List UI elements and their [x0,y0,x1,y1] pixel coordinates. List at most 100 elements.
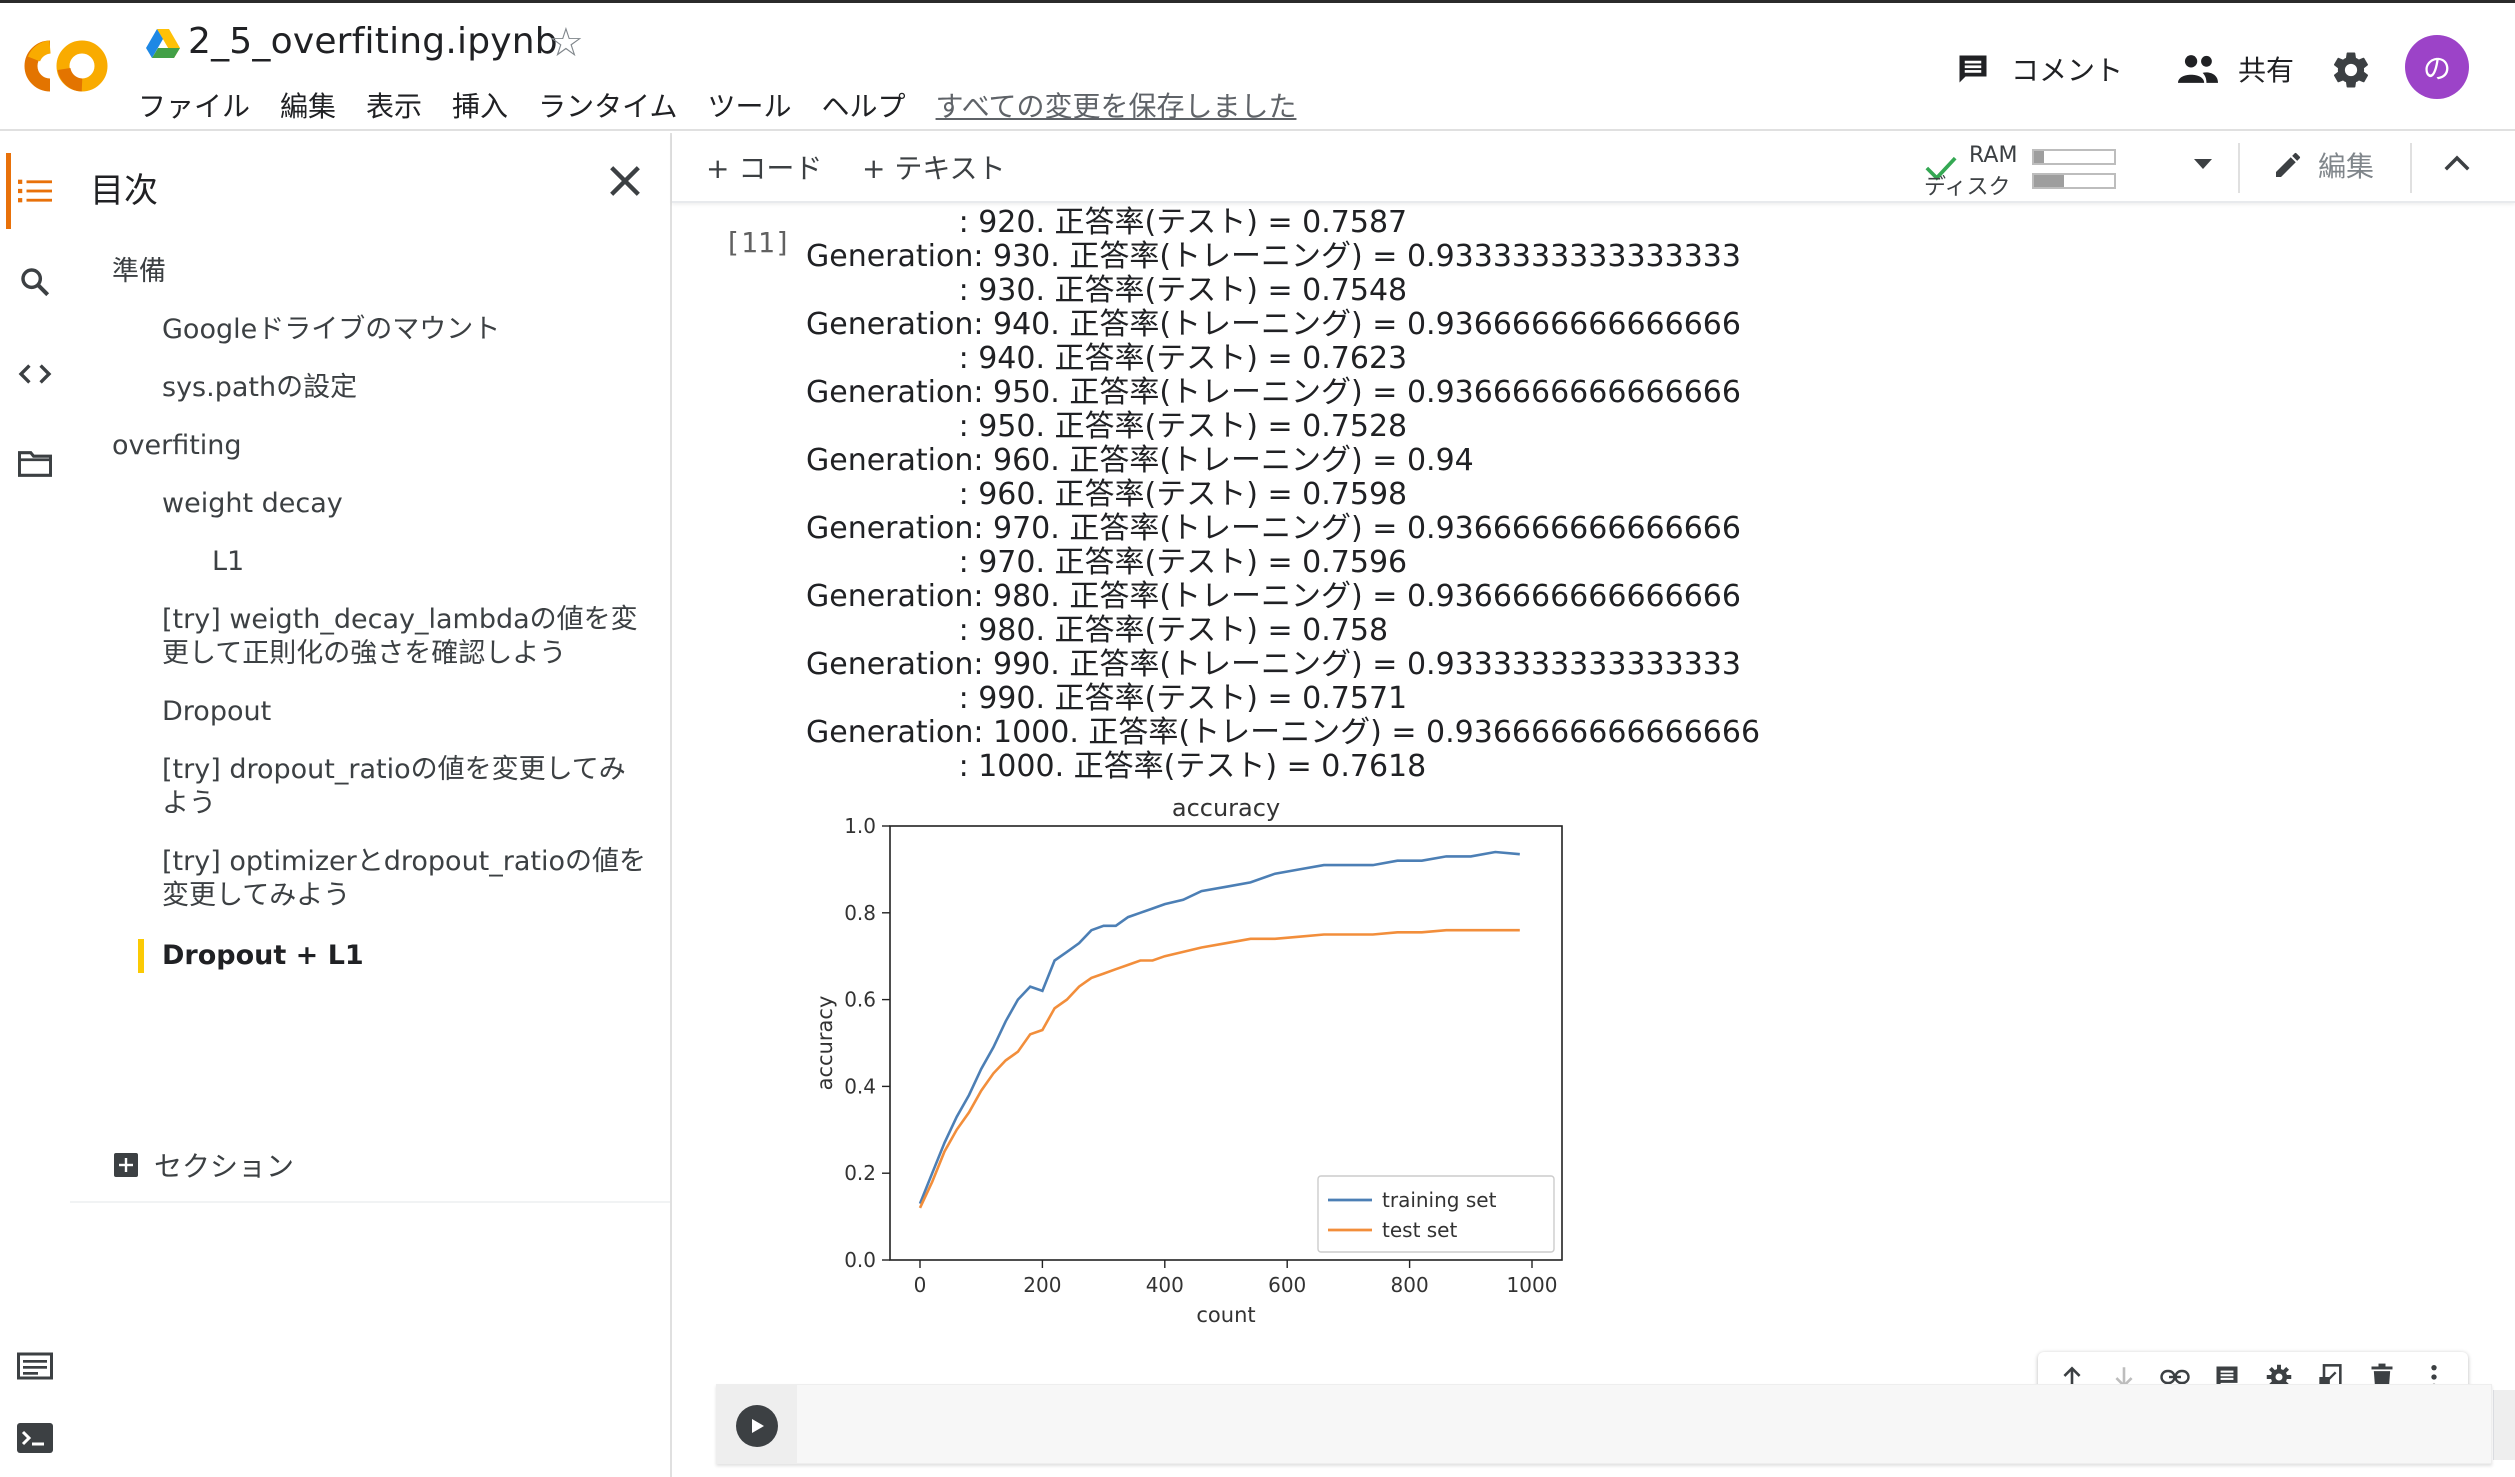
y-axis-label: accuracy [813,996,837,1091]
output-line: : 940. 正答率(テスト) = 0.7623 [806,341,1408,376]
notebook-toolbar: + コード + テキスト RAM ディスク 編集 [672,133,2515,203]
run-cell-button[interactable] [736,1405,778,1447]
menu-tools[interactable]: ツール [707,90,792,123]
toc-item-weight-decay[interactable]: weight decay [162,488,343,519]
toc-item-dropout-l1[interactable]: Dropout + L1 [162,940,364,971]
ram-meter-fill [2034,151,2044,163]
add-text-button[interactable]: + テキスト [862,152,1006,185]
output-line: Generation: 940. 正答率(トレーニング) = 0.9366666… [806,307,1741,342]
chevron-up-icon[interactable] [2442,153,2472,173]
add-section-button[interactable]: セクション [114,1145,294,1185]
menu-file[interactable]: ファイル [138,90,251,123]
output-line: Generation: 970. 正答率(トレーニング) = 0.9366666… [806,511,1741,546]
output-line: : 990. 正答率(テスト) = 0.7571 [806,681,1408,716]
output-line: Generation: 930. 正答率(トレーニング) = 0.9333333… [806,239,1741,274]
y-tick-label: 0.4 [844,1074,876,1098]
accuracy-chart: accuracy 0.0 0.2 0.4 0.6 0.8 1.0 0 200 400 600 800 1… [813,794,1563,1327]
toc-item-l1[interactable]: L1 [212,546,245,577]
series-line-0 [918,850,1520,1205]
colab-logo[interactable] [20,33,112,99]
close-icon[interactable] [605,161,645,201]
menu-help[interactable]: ヘルプ [821,90,906,123]
cell-gutter [717,1385,797,1463]
disk-meter-fill [2034,175,2065,187]
execution-count: [11] [724,226,792,259]
output-line: Generation: 990. 正答率(トレーニング) = 0.9333333… [806,647,1741,682]
rail-active-indicator [6,153,11,229]
share-button[interactable]: 共有 [2178,49,2294,89]
google-drive-icon[interactable] [146,29,180,59]
output-line: : 960. 正答率(テスト) = 0.7598 [806,477,1408,512]
save-status-link[interactable]: すべての変更を保存しました [935,90,1297,123]
user-avatar[interactable]: の [2405,35,2469,99]
ram-label: RAM [1969,143,2018,168]
add-section-label: セクション [154,1150,295,1183]
y-tick-label: 0.2 [844,1161,876,1185]
toolbar-divider [2410,143,2412,193]
toc-item-try-optimizer[interactable]: [try] optimizerとdropout_ratioの値を変更してみよう [162,846,647,911]
menu-insert[interactable]: 挿入 [452,90,509,123]
output-line: Generation: 1000. 正答率(トレーニング) = 0.936666… [806,715,1761,750]
toc-title: 目次 [90,171,158,211]
comment-icon[interactable] [2212,1362,2242,1392]
output-line: Generation: 950. 正答率(トレーニング) = 0.9366666… [806,375,1741,410]
pencil-icon [2276,152,2301,177]
menu-runtime[interactable]: ランタイム [538,90,678,123]
empty-code-cell[interactable] [716,1384,2492,1464]
output-line: : 1000. 正答率(テスト) = 0.7618 [806,749,1427,784]
x-tick-label: 1000 [1507,1273,1558,1297]
output-line: : 970. 正答率(テスト) = 0.7596 [806,545,1408,580]
y-tick-label: 0.0 [844,1248,876,1272]
terminal-icon[interactable] [16,1419,54,1457]
menu-view[interactable]: 表示 [366,90,423,123]
toc-item-prep[interactable]: 準備 [112,256,166,287]
toc-item-drive-mount[interactable]: Googleドライブのマウント [162,314,501,345]
toc-item-sys-path[interactable]: sys.pathの設定 [162,372,358,403]
disk-meter [2032,173,2116,189]
output-line: Generation: 980. 正答率(トレーニング) = 0.9366666… [806,579,1741,614]
ram-meter [2032,149,2116,165]
scrollbar[interactable] [2493,1390,2515,1460]
resource-monitor[interactable]: RAM ディスク [1924,141,2254,200]
x-tick-label: 400 [1146,1273,1184,1297]
code-snippets-icon[interactable] [16,355,54,393]
legend-label: test set [1382,1218,1457,1242]
gear-icon[interactable] [2330,49,2372,91]
command-palette-icon[interactable] [16,1347,54,1385]
toc-item-try-dropout-ratio[interactable]: [try] dropout_ratioの値を変更してみよう [162,754,626,819]
check-icon [1925,156,1957,181]
move-up-icon[interactable] [2057,1362,2087,1392]
notebook-title[interactable]: 2_5_overfiting.ipynb [188,21,558,62]
output-line: : 950. 正答率(テスト) = 0.7528 [806,409,1408,444]
search-icon[interactable] [16,263,54,301]
chevron-down-icon[interactable] [2192,157,2214,171]
settings-icon[interactable] [2264,1362,2294,1392]
chart-legend [1317,1175,1555,1253]
comment-icon [1959,55,1987,83]
folder-icon[interactable] [16,445,54,483]
x-tick-label: 0 [914,1273,927,1297]
toc-icon[interactable] [16,172,54,210]
play-icon [752,1419,764,1433]
comment-button[interactable]: コメント [1955,49,2123,89]
table-of-contents-panel: 目次 準備 Googleドライブのマウント sys.pathの設定 overfi… [70,133,672,1477]
left-icon-rail [0,133,70,1477]
toc-divider [70,1201,670,1203]
link-icon[interactable] [2160,1362,2191,1392]
star-icon[interactable]: ☆ [548,20,584,66]
toc-active-indicator [138,939,144,973]
x-tick-label: 200 [1023,1273,1061,1297]
y-tick-label: 1.0 [844,814,876,838]
x-tick-label: 600 [1268,1273,1306,1297]
output-line: Generation: 960. 正答率(トレーニング) = 0.94 [806,443,1474,478]
toc-item-dropout[interactable]: Dropout [162,696,272,727]
output-line: : 980. 正答率(テスト) = 0.758 [806,613,1389,648]
edit-mode-button[interactable]: 編集 [2272,145,2374,185]
cell-output: : 920. 正答率(テスト) = 0.7587 Generation: 930.… [806,206,2006,784]
series-line-1 [918,928,1520,1209]
toc-item-try-weight-decay[interactable]: [try] weigth_decay_lambdaの値を変更して正則化の強さを確… [162,604,638,669]
add-code-button[interactable]: + コード [706,152,823,185]
toc-item-overfiting[interactable]: overfiting [112,430,242,461]
x-axis-label: count [1196,1303,1255,1327]
menu-edit[interactable]: 編集 [280,90,337,123]
